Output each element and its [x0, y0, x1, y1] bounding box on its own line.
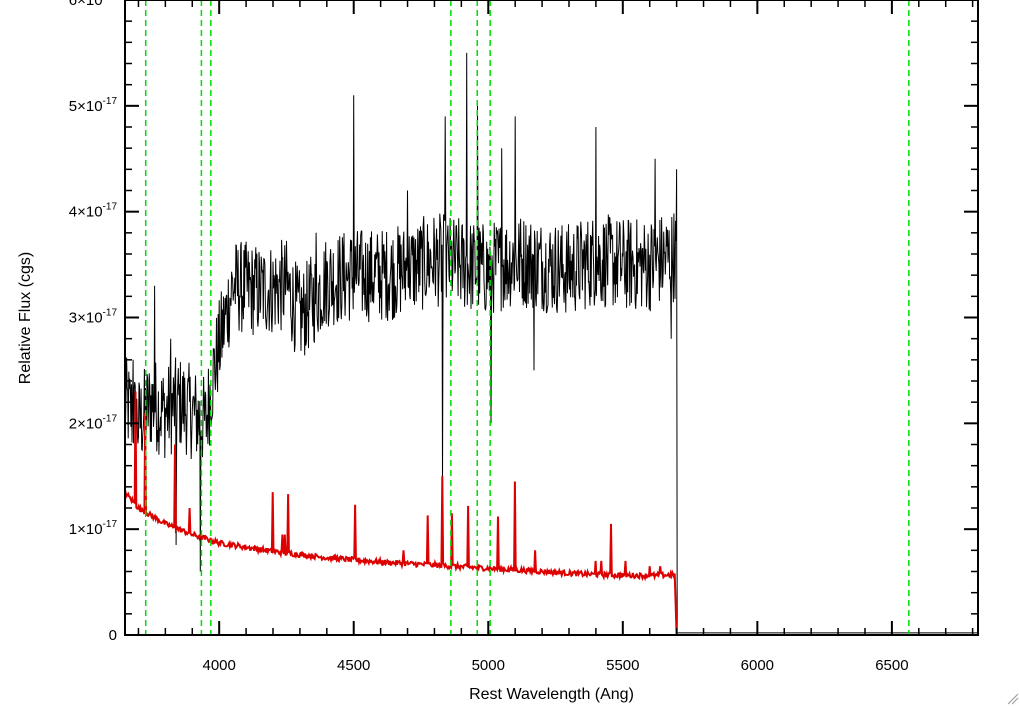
- x-tick-label: 4500: [337, 657, 370, 674]
- observed-spectrum-line: [124, 52, 978, 634]
- axis-ticks: 4000 4500 5000 5500 6000 6500 0 1×10-17 2×10-17 3…: [69, 0, 978, 674]
- resize-grip-icon[interactable]: [1007, 693, 1019, 705]
- y-tick-label: 6×10-17: [69, 0, 118, 9]
- x-tick-label: 5500: [606, 657, 639, 674]
- x-tick-label: 5000: [472, 657, 505, 674]
- y-tick-label: 5×10-17: [69, 96, 118, 115]
- y-tick-label: 2×10-17: [69, 413, 118, 432]
- emission-line-markers: [144, 0, 910, 635]
- y-tick-label: 1×10-17: [69, 519, 118, 538]
- x-tick-label: 4000: [202, 657, 235, 674]
- x-tick-label: 6500: [875, 657, 908, 674]
- y-tick-label: 3×10-17: [69, 308, 118, 327]
- y-axis-label: Relative Flux (cgs): [17, 252, 34, 384]
- x-tick-label: 6000: [741, 657, 774, 674]
- y-tick-label: 0: [109, 627, 117, 644]
- y-tick-label: 4×10-17: [69, 202, 118, 221]
- model-spectrum-line: [124, 391, 978, 636]
- series-layer: [124, 52, 978, 636]
- x-axis-label: Rest Wavelength (Ang): [469, 686, 634, 703]
